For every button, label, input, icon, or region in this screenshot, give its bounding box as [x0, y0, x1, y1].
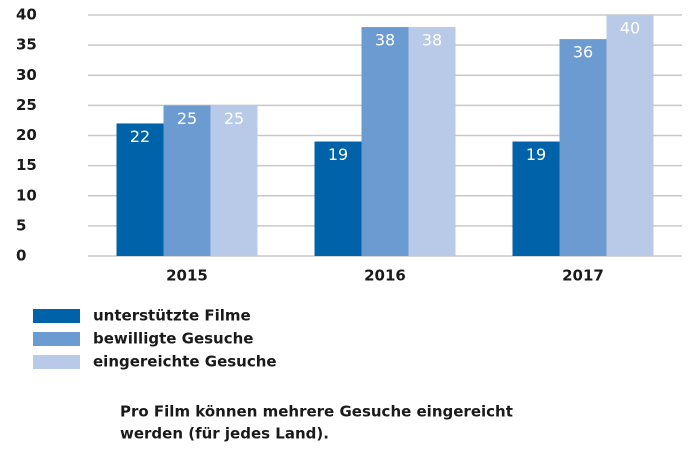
legend-label: bewilligte Gesuche	[93, 330, 253, 348]
legend-label: unterstützte Filme	[93, 307, 251, 325]
y-tick-label: 10	[16, 186, 37, 204]
y-tick-label: 30	[16, 66, 37, 84]
x-tick-label: 2016	[364, 267, 406, 285]
bar	[163, 105, 211, 256]
y-tick-label: 35	[16, 36, 37, 54]
legend-swatch	[33, 309, 80, 323]
data-label: 25	[224, 109, 244, 128]
data-label: 38	[422, 31, 442, 50]
bar	[314, 141, 362, 256]
y-tick-label: 0	[16, 247, 26, 265]
note: Pro Film können mehrere Gesuche eingerei…	[120, 403, 513, 421]
data-label: 36	[573, 43, 593, 62]
legend-swatch	[33, 332, 80, 346]
y-tick-label: 20	[16, 126, 37, 144]
x-tick-label: 2015	[166, 267, 208, 285]
data-label: 19	[328, 145, 348, 164]
legend-label: eingereichte Gesuche	[93, 353, 277, 371]
bar	[408, 27, 456, 256]
bar	[559, 39, 607, 256]
y-tick-label: 15	[16, 156, 37, 174]
bar	[210, 105, 258, 256]
y-tick-label: 5	[16, 216, 26, 234]
data-label: 25	[177, 109, 197, 128]
legend-swatch	[33, 355, 80, 369]
note: werden (für jedes Land).	[120, 425, 329, 443]
y-tick-label: 40	[16, 6, 37, 24]
y-tick-label: 25	[16, 96, 37, 114]
data-label: 38	[375, 31, 395, 50]
data-label: 40	[620, 19, 640, 38]
data-label: 22	[130, 127, 150, 146]
bar	[116, 123, 164, 256]
bar	[512, 141, 560, 256]
bar	[361, 27, 409, 256]
data-label: 19	[526, 145, 546, 164]
bar	[606, 15, 654, 256]
x-tick-label: 2017	[562, 267, 604, 285]
